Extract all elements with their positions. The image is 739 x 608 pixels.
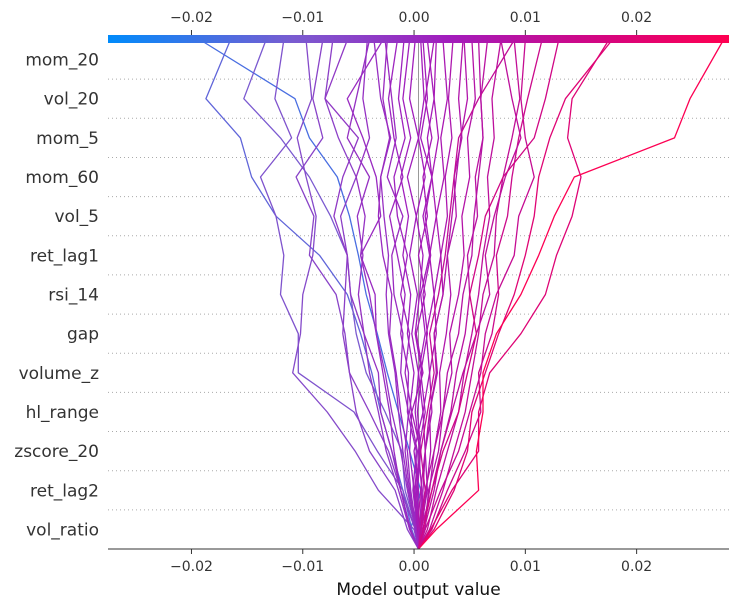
decision-line-s27 — [417, 39, 543, 550]
bottom-tick-label: 0.02 — [621, 559, 652, 575]
decision-line-s25 — [417, 39, 502, 550]
feature-label-vol-ratio: vol_ratio — [26, 520, 99, 540]
decision-line-s12 — [384, 39, 420, 550]
decision-line-s40 — [417, 39, 560, 550]
feature-label-zscore-20: zscore_20 — [14, 442, 99, 462]
decision-line-s19 — [417, 39, 440, 550]
feature-label-mom-5: mom_5 — [36, 129, 99, 149]
decision-line-s31 — [417, 39, 535, 550]
feature-label-vol-5: vol_5 — [54, 207, 99, 227]
feature-label-mom-20: mom_20 — [25, 51, 99, 71]
feature-label-ret-lag2: ret_lag2 — [30, 481, 99, 501]
decision-line-s26 — [417, 39, 521, 550]
feature-label-mom-60: mom_60 — [25, 168, 99, 188]
colorbar — [108, 35, 729, 43]
decision-line-s35 — [413, 39, 433, 550]
decision-line-s33 — [417, 39, 484, 549]
feature-label-volume-z: volume_z — [19, 364, 99, 384]
bottom-tick-label: 0.01 — [510, 559, 541, 575]
top-tick-label: −0.02 — [170, 10, 213, 26]
decision-line-s23 — [417, 39, 476, 550]
feature-label-gap: gap — [67, 325, 99, 345]
decision-lines — [200, 39, 724, 550]
decision-line-s34 — [416, 39, 469, 550]
decision-line-s39 — [417, 39, 515, 550]
top-tick-label: 0.01 — [510, 10, 541, 26]
decision-line-s03 — [243, 39, 420, 550]
decision-line-s14 — [393, 39, 420, 550]
decision-line-s06 — [295, 39, 420, 550]
feature-label-hl-range: hl_range — [26, 403, 99, 423]
decision-line-s29 — [417, 39, 610, 550]
decision-line-s01 — [200, 39, 422, 550]
bottom-tick-label: 0.00 — [398, 559, 429, 575]
x-axis-title: Model output value — [336, 580, 500, 600]
bottom-tick-label: −0.02 — [170, 559, 213, 575]
top-axis-ticks: −0.02 −0.01 0.00 0.01 0.02 — [170, 10, 652, 35]
feature-label-rsi-14: rsi_14 — [48, 286, 99, 306]
feature-labels: mom_20 vol_20 mom_5 mom_60 vol_5 ret_lag1 rsi_… — [14, 51, 99, 541]
decision-line-s38 — [377, 39, 420, 550]
decision-line-s11 — [373, 39, 420, 550]
decision-line-s37 — [355, 39, 420, 550]
decision-line-s08 — [324, 39, 420, 550]
decision-line-s10 — [346, 39, 420, 550]
decision-line-s16 — [406, 39, 421, 549]
decision-line-s30 — [418, 39, 724, 550]
top-tick-label: 0.02 — [621, 10, 652, 26]
bottom-axis: −0.02 −0.01 0.00 0.01 0.02 — [108, 548, 729, 575]
top-tick-label: −0.01 — [281, 10, 324, 26]
decision-line-s36 — [411, 39, 435, 549]
feature-label-vol-20: vol_20 — [44, 90, 99, 110]
decision-line-s05 — [292, 39, 420, 550]
top-tick-label: 0.00 — [398, 10, 429, 26]
bottom-tick-label: −0.01 — [281, 559, 324, 575]
feature-label-ret-lag1: ret_lag1 — [30, 246, 99, 266]
